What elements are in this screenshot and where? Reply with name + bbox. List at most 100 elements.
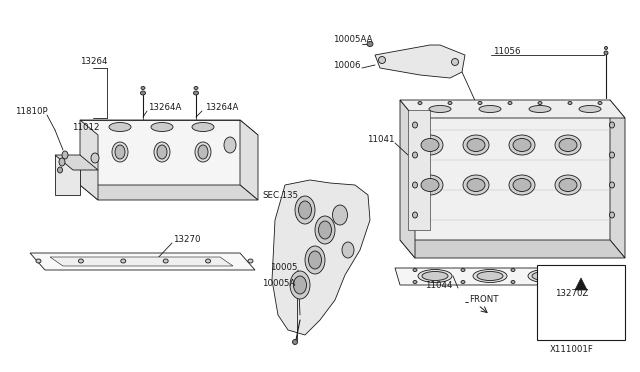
Text: 11810P: 11810P xyxy=(15,108,47,116)
Ellipse shape xyxy=(413,152,417,158)
Ellipse shape xyxy=(205,259,211,263)
Ellipse shape xyxy=(509,135,535,155)
Text: 13264: 13264 xyxy=(80,58,108,67)
Ellipse shape xyxy=(555,175,581,195)
Ellipse shape xyxy=(561,269,565,272)
Polygon shape xyxy=(55,155,80,195)
Text: 11056: 11056 xyxy=(493,48,520,57)
Ellipse shape xyxy=(413,122,417,128)
Ellipse shape xyxy=(198,145,208,159)
Ellipse shape xyxy=(378,57,385,64)
Ellipse shape xyxy=(605,46,607,49)
Ellipse shape xyxy=(421,138,439,151)
Ellipse shape xyxy=(294,276,307,294)
Ellipse shape xyxy=(611,269,615,272)
Ellipse shape xyxy=(112,142,128,162)
Ellipse shape xyxy=(467,179,485,192)
Ellipse shape xyxy=(154,142,170,162)
Ellipse shape xyxy=(163,259,168,263)
Ellipse shape xyxy=(555,135,581,155)
Ellipse shape xyxy=(78,259,83,263)
Ellipse shape xyxy=(315,216,335,244)
Ellipse shape xyxy=(295,196,315,224)
Ellipse shape xyxy=(479,106,501,112)
Ellipse shape xyxy=(413,280,417,283)
Ellipse shape xyxy=(194,87,198,90)
Ellipse shape xyxy=(467,138,485,151)
Ellipse shape xyxy=(538,102,542,105)
Ellipse shape xyxy=(367,42,373,46)
Ellipse shape xyxy=(604,51,608,55)
Polygon shape xyxy=(80,120,98,200)
Ellipse shape xyxy=(463,135,489,155)
Polygon shape xyxy=(375,45,465,78)
Ellipse shape xyxy=(193,91,198,95)
Ellipse shape xyxy=(559,138,577,151)
Ellipse shape xyxy=(418,102,422,105)
Ellipse shape xyxy=(290,271,310,299)
Text: FRONT: FRONT xyxy=(469,295,499,304)
Ellipse shape xyxy=(115,145,125,159)
Ellipse shape xyxy=(195,142,211,162)
Ellipse shape xyxy=(421,179,439,192)
Ellipse shape xyxy=(151,122,173,131)
Text: 10005: 10005 xyxy=(270,263,298,273)
Ellipse shape xyxy=(141,87,145,90)
Ellipse shape xyxy=(561,280,565,283)
Text: 10005A: 10005A xyxy=(262,279,296,288)
Ellipse shape xyxy=(451,58,458,65)
Ellipse shape xyxy=(413,212,417,218)
Ellipse shape xyxy=(333,205,348,225)
Ellipse shape xyxy=(463,175,489,195)
Ellipse shape xyxy=(248,259,253,263)
Polygon shape xyxy=(272,180,370,335)
Ellipse shape xyxy=(192,122,214,131)
Polygon shape xyxy=(400,100,625,118)
Polygon shape xyxy=(80,185,258,200)
Text: SEC.135: SEC.135 xyxy=(262,190,298,199)
Polygon shape xyxy=(80,120,240,185)
Ellipse shape xyxy=(528,269,562,282)
Polygon shape xyxy=(240,120,258,200)
Ellipse shape xyxy=(477,272,503,280)
Polygon shape xyxy=(575,278,587,290)
Ellipse shape xyxy=(579,106,601,112)
Bar xyxy=(537,265,625,340)
Text: 13264A: 13264A xyxy=(148,103,181,112)
Ellipse shape xyxy=(418,269,452,282)
Ellipse shape xyxy=(62,151,68,159)
Polygon shape xyxy=(55,155,98,170)
Ellipse shape xyxy=(461,269,465,272)
Ellipse shape xyxy=(413,182,417,188)
Ellipse shape xyxy=(109,122,131,131)
Ellipse shape xyxy=(417,175,443,195)
Text: 10006: 10006 xyxy=(333,61,360,70)
Ellipse shape xyxy=(511,269,515,272)
Ellipse shape xyxy=(509,175,535,195)
Text: 11041: 11041 xyxy=(367,135,394,144)
Text: 10005AA: 10005AA xyxy=(333,35,372,45)
Ellipse shape xyxy=(305,246,325,274)
Ellipse shape xyxy=(121,259,126,263)
Ellipse shape xyxy=(609,212,614,218)
Ellipse shape xyxy=(529,106,551,112)
Ellipse shape xyxy=(448,102,452,105)
Ellipse shape xyxy=(478,102,482,105)
Ellipse shape xyxy=(583,269,617,282)
Ellipse shape xyxy=(141,91,145,95)
Ellipse shape xyxy=(413,269,417,272)
Text: 11012: 11012 xyxy=(72,124,99,132)
Polygon shape xyxy=(400,240,625,258)
Ellipse shape xyxy=(292,340,298,344)
Polygon shape xyxy=(50,257,233,266)
Ellipse shape xyxy=(224,137,236,153)
Ellipse shape xyxy=(319,221,332,239)
Ellipse shape xyxy=(417,135,443,155)
Ellipse shape xyxy=(461,280,465,283)
Ellipse shape xyxy=(473,269,507,282)
Ellipse shape xyxy=(342,242,354,258)
Polygon shape xyxy=(400,100,415,258)
Polygon shape xyxy=(30,253,255,270)
Ellipse shape xyxy=(91,153,99,163)
Polygon shape xyxy=(395,268,625,285)
